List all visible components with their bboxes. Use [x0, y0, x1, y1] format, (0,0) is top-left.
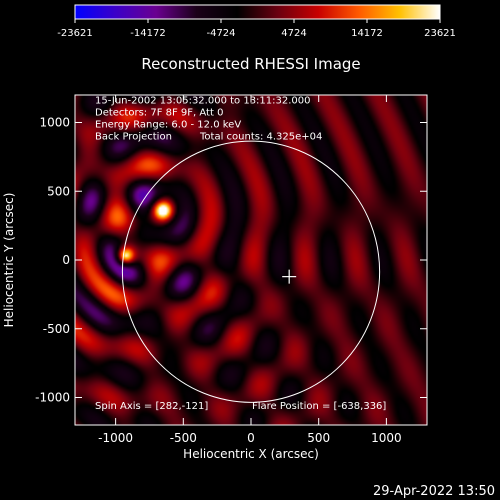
y-tick-label: 0 [62, 253, 70, 267]
solar-disk-outline [121, 140, 381, 403]
y-tick-label: -1000 [35, 391, 70, 405]
x-tick-label: 1000 [371, 431, 402, 445]
x-tick-label: 500 [307, 431, 330, 445]
annotation-energy-range: Energy Range: 6.0 - 12.0 keV [95, 119, 241, 130]
y-tick-label: -500 [43, 322, 70, 336]
colorbar-tick-label: -23621 [57, 28, 92, 39]
heatmap-image [75, 95, 427, 425]
colorbar-tick-label: 4724 [281, 28, 306, 39]
chart-title: Reconstructed RHESSI Image [141, 55, 360, 73]
timestamp: 29-Apr-2022 13:50 [373, 484, 495, 499]
colorbar: -23621 -14172 -4724 4724 14172 23621 [57, 4, 456, 39]
colorbar-ticks: -23621 -14172 -4724 4724 14172 23621 [57, 19, 456, 39]
plot-area: -1000 -500 0 500 1000 -1000 -500 0 500 1000 15-Ju… [35, 94, 428, 445]
spin-axis-marker [282, 269, 297, 284]
annotation-method: Back Projection [95, 131, 172, 142]
colorbar-tick-label: 14172 [351, 28, 383, 39]
y-tick-label: 1000 [39, 116, 70, 130]
y-axis-label: Heliocentric Y (arcsec) [2, 193, 16, 328]
axis-ticks: -1000 -500 0 500 1000 -1000 -500 0 500 1000 [35, 95, 427, 445]
colorbar-tick-label: -14172 [130, 28, 165, 39]
colorbar-tick-label: -4724 [206, 28, 235, 39]
annotation-total-counts: Total counts: 4.325e+04 [199, 131, 322, 142]
annotation-detectors: Detectors: 7F 8F 9F, Att 0 [95, 107, 223, 118]
spin-axis-label: Spin Axis = [282,-121] [95, 401, 208, 412]
x-tick-label: -500 [170, 431, 197, 445]
x-tick-label: -1000 [98, 431, 133, 445]
x-tick-label: 0 [247, 431, 255, 445]
x-axis-label: Heliocentric X (arcsec) [183, 447, 319, 461]
y-tick-label: 500 [47, 184, 70, 198]
colorbar-tick-label: 23621 [424, 28, 456, 39]
flare-position-label: Flare Position = [-638,336] [252, 401, 386, 412]
annotation-block: 15-Jun-2002 13:05:32.000 to 13:11:32.000… [95, 95, 322, 142]
colorbar-gradient [74, 4, 441, 20]
annotation-time-range: 15-Jun-2002 13:05:32.000 to 13:11:32.000 [95, 95, 311, 106]
